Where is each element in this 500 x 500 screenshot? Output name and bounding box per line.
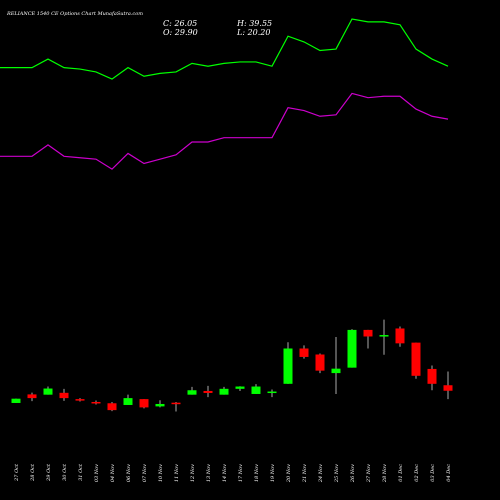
candle (331, 337, 341, 394)
candle-body (283, 348, 293, 384)
candle-body (331, 368, 341, 374)
open-value: O: 29.90 (163, 28, 198, 37)
candle (427, 365, 437, 391)
x-tick-label: 17 Nov (238, 464, 244, 482)
upper-indicator-line (0, 18, 449, 80)
x-tick-label: 21 Nov (302, 464, 308, 483)
candle (379, 319, 389, 355)
candle-body (75, 399, 85, 401)
candle-body (347, 329, 357, 368)
x-tick-label: 04 Dec (446, 464, 452, 482)
low-value: L: 20.20 (237, 28, 271, 37)
candle-body (219, 388, 229, 395)
candle-body (251, 386, 261, 394)
candle (443, 371, 453, 400)
x-tick-label: 25 Nov (334, 464, 340, 483)
candle (123, 394, 133, 405)
candle (267, 389, 277, 398)
x-tick-label: 07 Nov (142, 464, 148, 482)
candle-body (27, 394, 37, 399)
x-tick-label: 04 Nov (110, 464, 116, 482)
x-tick-label: 20 Nov (286, 464, 292, 483)
x-tick-label: 31 Oct (78, 463, 84, 481)
candle-body (91, 401, 101, 404)
candle-body (43, 388, 53, 395)
candle (75, 398, 85, 402)
candle-body (139, 399, 149, 408)
candle-body (379, 335, 389, 337)
x-tick-label: 30 Oct (62, 463, 68, 481)
x-tick-label: 01 Dec (398, 464, 404, 482)
candle (411, 342, 421, 379)
candle (251, 384, 261, 394)
candle (11, 398, 21, 403)
candles (11, 319, 453, 412)
x-tick-label: 03 Dec (430, 464, 436, 482)
x-tick-label: 26 Nov (350, 464, 356, 483)
x-tick-label: 28 Nov (382, 464, 388, 483)
lower-indicator-line (0, 92, 449, 170)
candle-body (123, 398, 133, 405)
x-tick-label: 03 Nov (94, 464, 100, 482)
candle-body (11, 398, 21, 403)
candle-body (395, 328, 405, 344)
candle (315, 353, 325, 374)
x-tick-label: 06 Nov (126, 464, 132, 482)
x-tick-label: 19 Nov (270, 464, 276, 482)
candle (283, 342, 293, 384)
candle-body (107, 403, 117, 411)
candle-body (235, 386, 245, 389)
candle-body (267, 391, 277, 394)
x-tick-label: 29 Oct (46, 463, 52, 482)
candle (107, 401, 117, 412)
candle (219, 386, 229, 395)
candle (395, 326, 405, 347)
candle-body (187, 390, 197, 395)
x-tick-label: 11 Nov (174, 464, 180, 482)
chart-title: RELIANCE 1540 CE Options Chart MunafaSut… (7, 11, 143, 17)
candle-body (59, 392, 69, 399)
x-tick-label: 18 Nov (254, 464, 260, 482)
candle (43, 386, 53, 395)
x-tick-label: 14 Nov (222, 464, 228, 482)
candle (59, 388, 69, 401)
x-tick-label: 13 Nov (206, 464, 212, 482)
high-value: H: 39.55 (237, 19, 273, 28)
candle (203, 385, 213, 398)
x-tick-label: 28 Oct (30, 463, 36, 482)
candle-body (203, 390, 213, 393)
candle (91, 400, 101, 405)
candle-body (155, 403, 165, 407)
candle (363, 329, 373, 349)
x-tick-label: 27 Nov (366, 464, 372, 483)
x-tick-label: 12 Nov (190, 464, 196, 482)
candle (347, 329, 357, 368)
candle (27, 392, 37, 402)
candle (299, 345, 309, 359)
candle (187, 386, 197, 395)
candle-body (363, 329, 373, 337)
x-tick-label: 27 Oct (14, 463, 20, 482)
candle-body (443, 385, 453, 391)
candle (155, 400, 165, 408)
candle (235, 386, 245, 391)
x-tick-label: 02 Dec (414, 464, 420, 482)
candle-body (299, 348, 309, 357)
x-tick-label: 10 Nov (158, 464, 164, 482)
candle (171, 401, 181, 412)
candle-body (411, 342, 421, 376)
indicator-lines (0, 18, 449, 170)
close-value: C: 26.05 (163, 19, 198, 28)
x-tick-label: 24 Nov (318, 464, 324, 483)
x-axis-labels: 27 Oct 28 Oct 29 Oct 30 Oct 31 Oct 03 Nov 04 N… (14, 463, 452, 483)
candle-body (315, 354, 325, 371)
candle-body (171, 402, 181, 405)
candle-body (427, 368, 437, 384)
candle (139, 399, 149, 409)
